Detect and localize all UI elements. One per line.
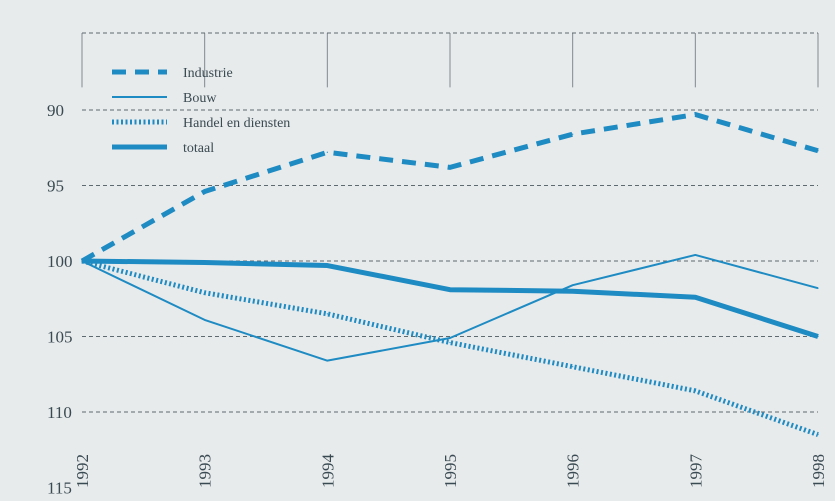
axis-layer: 90 95 100 105 110 115 1992 1993 1994 1995 1996 1997… [47,101,828,498]
x-tick-label: 1995 [441,454,460,488]
y-tick-label: 100 [47,252,73,271]
legend-label: totaal [183,141,214,156]
data-point [326,360,328,362]
x-tick-label: 1997 [686,454,705,489]
data-point [449,166,451,168]
data-point [449,341,451,344]
data-point [204,292,206,294]
series-layer [80,112,819,438]
legend-label: Bouw [183,91,217,106]
legend: Industrie Bouw Handel en diensten totaal [112,66,290,156]
data-point [694,113,696,116]
data-point [204,319,206,321]
data-point [817,335,819,338]
legend-label: Industrie [183,66,233,81]
legend-label: Handel en diensten [183,116,290,131]
data-point [204,261,206,264]
x-tick-label: 1996 [564,454,583,488]
y-tick-label: 110 [47,403,72,422]
x-tick-label: 1992 [73,454,92,488]
data-point [81,260,83,262]
data-point [449,289,451,291]
data-point [694,254,696,256]
data-point [449,337,451,339]
y-tick-label: 115 [47,479,72,498]
data-point [817,150,819,152]
data-point [694,390,696,392]
data-point [817,287,819,289]
x-tick-label: 1993 [196,454,215,488]
data-point [572,366,574,368]
data-point [572,290,574,292]
data-point [326,151,328,153]
data-point [204,190,206,193]
data-point [572,284,574,286]
y-tick-label: 105 [47,328,73,347]
x-tick-label: 1998 [809,454,828,488]
data-point [326,264,328,267]
y-tick-label: 95 [47,177,64,196]
data-point [572,133,574,135]
y-tick-label: 90 [47,101,64,120]
x-tick-label: 1994 [318,454,337,489]
data-point [326,313,328,315]
data-point [817,434,819,436]
data-point [694,296,696,298]
